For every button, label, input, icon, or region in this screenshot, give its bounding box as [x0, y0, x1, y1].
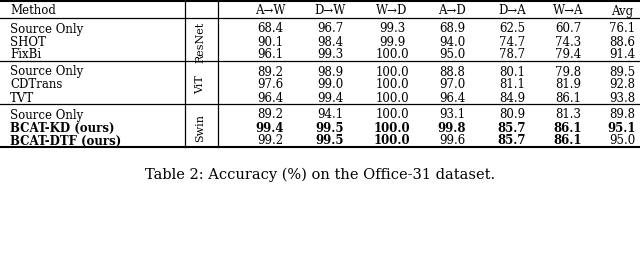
Text: 68.9: 68.9 [439, 22, 465, 35]
Text: 89.8: 89.8 [609, 108, 635, 121]
Text: TVT: TVT [10, 91, 35, 104]
Text: ResNet: ResNet [195, 21, 205, 62]
Text: 86.1: 86.1 [554, 121, 582, 134]
Text: 79.4: 79.4 [555, 48, 581, 61]
Text: 98.9: 98.9 [317, 65, 343, 78]
Text: A→D: A→D [438, 5, 466, 18]
Text: W→D: W→D [376, 5, 408, 18]
Text: 100.0: 100.0 [375, 108, 409, 121]
Text: 99.6: 99.6 [439, 134, 465, 147]
Text: 90.1: 90.1 [257, 35, 283, 48]
Text: SHOT: SHOT [10, 35, 46, 48]
Text: 92.8: 92.8 [609, 78, 635, 91]
Text: D→A: D→A [498, 5, 526, 18]
Text: 84.9: 84.9 [499, 91, 525, 104]
Text: 74.7: 74.7 [499, 35, 525, 48]
Text: 85.7: 85.7 [498, 121, 526, 134]
Text: 62.5: 62.5 [499, 22, 525, 35]
Text: 100.0: 100.0 [374, 121, 410, 134]
Text: 96.1: 96.1 [257, 48, 283, 61]
Text: 60.7: 60.7 [555, 22, 581, 35]
Text: Avg: Avg [611, 5, 633, 18]
Text: A→W: A→W [255, 5, 285, 18]
Text: 99.8: 99.8 [438, 121, 467, 134]
Text: 96.7: 96.7 [317, 22, 343, 35]
Text: Source Only: Source Only [10, 65, 83, 78]
Text: 98.4: 98.4 [317, 35, 343, 48]
Text: 88.6: 88.6 [609, 35, 635, 48]
Text: 100.0: 100.0 [375, 78, 409, 91]
Text: 99.3: 99.3 [317, 48, 343, 61]
Text: 89.5: 89.5 [609, 65, 635, 78]
Text: 99.4: 99.4 [317, 91, 343, 104]
Text: 85.7: 85.7 [498, 134, 526, 147]
Text: 97.0: 97.0 [439, 78, 465, 91]
Text: 99.5: 99.5 [316, 121, 344, 134]
Text: 74.3: 74.3 [555, 35, 581, 48]
Text: 88.8: 88.8 [439, 65, 465, 78]
Text: 99.5: 99.5 [316, 134, 344, 147]
Text: 91.4: 91.4 [609, 48, 635, 61]
Text: 80.9: 80.9 [499, 108, 525, 121]
Text: 97.6: 97.6 [257, 78, 283, 91]
Text: 94.0: 94.0 [439, 35, 465, 48]
Text: 96.4: 96.4 [257, 91, 283, 104]
Text: Swin: Swin [195, 114, 205, 141]
Text: 81.9: 81.9 [555, 78, 581, 91]
Text: 89.2: 89.2 [257, 108, 283, 121]
Text: 95.0: 95.0 [439, 48, 465, 61]
Text: 76.1: 76.1 [609, 22, 635, 35]
Text: 99.9: 99.9 [379, 35, 405, 48]
Text: 94.1: 94.1 [317, 108, 343, 121]
Text: 79.8: 79.8 [555, 65, 581, 78]
Text: ViT: ViT [195, 75, 205, 94]
Text: 99.3: 99.3 [379, 22, 405, 35]
Text: Method: Method [10, 5, 56, 18]
Text: 81.1: 81.1 [499, 78, 525, 91]
Text: 100.0: 100.0 [374, 134, 410, 147]
Text: 99.0: 99.0 [317, 78, 343, 91]
Text: 95.0: 95.0 [609, 134, 635, 147]
Text: FixBi: FixBi [10, 48, 41, 61]
Text: BCAT-KD (ours): BCAT-KD (ours) [10, 121, 115, 134]
Text: Source Only: Source Only [10, 22, 83, 35]
Text: 95.1: 95.1 [608, 121, 636, 134]
Text: 78.7: 78.7 [499, 48, 525, 61]
Text: 93.8: 93.8 [609, 91, 635, 104]
Text: 100.0: 100.0 [375, 65, 409, 78]
Text: 93.1: 93.1 [439, 108, 465, 121]
Text: 86.1: 86.1 [555, 91, 581, 104]
Text: 99.4: 99.4 [256, 121, 284, 134]
Text: 96.4: 96.4 [439, 91, 465, 104]
Text: 99.2: 99.2 [257, 134, 283, 147]
Text: 100.0: 100.0 [375, 91, 409, 104]
Text: CDTrans: CDTrans [10, 78, 62, 91]
Text: 68.4: 68.4 [257, 22, 283, 35]
Text: BCAT-DTF (ours): BCAT-DTF (ours) [10, 134, 121, 147]
Text: 86.1: 86.1 [554, 134, 582, 147]
Text: Source Only: Source Only [10, 108, 83, 121]
Text: 81.3: 81.3 [555, 108, 581, 121]
Text: 80.1: 80.1 [499, 65, 525, 78]
Text: D→W: D→W [314, 5, 346, 18]
Text: W→A: W→A [553, 5, 583, 18]
Text: 100.0: 100.0 [375, 48, 409, 61]
Text: Table 2: Accuracy (%) on the Office-31 dataset.: Table 2: Accuracy (%) on the Office-31 d… [145, 167, 495, 181]
Text: 89.2: 89.2 [257, 65, 283, 78]
